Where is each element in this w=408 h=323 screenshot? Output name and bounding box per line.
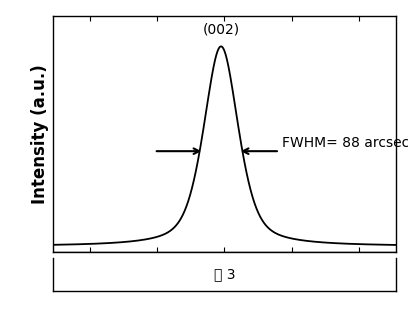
Text: (002): (002) <box>202 22 239 36</box>
Text: FWHM= 88 arcsec: FWHM= 88 arcsec <box>282 136 408 150</box>
Text: 图 3: 图 3 <box>214 267 235 282</box>
Y-axis label: Intensity (a.u.): Intensity (a.u.) <box>31 64 49 204</box>
X-axis label: ω (deg.): ω (deg.) <box>186 273 263 291</box>
